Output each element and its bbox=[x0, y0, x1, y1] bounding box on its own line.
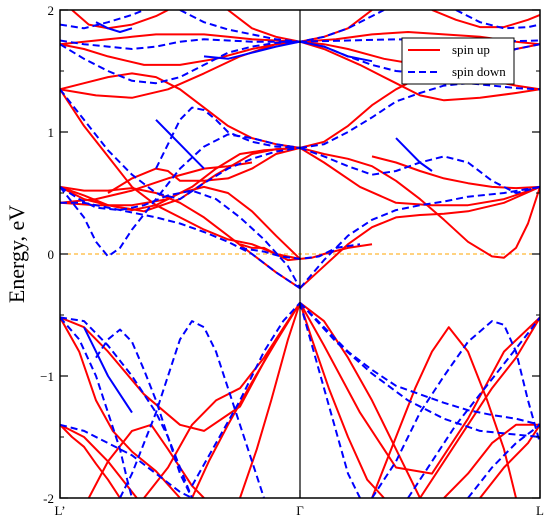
band-line-spin-up-0-30 bbox=[60, 33, 301, 46]
band-line-spin-down-1-18 bbox=[155, 106, 301, 170]
x-tick-label: L’ bbox=[54, 503, 65, 518]
y-axis-label: Energy, eV bbox=[4, 205, 29, 303]
band-line-spin-up-0-35 bbox=[431, 10, 540, 29]
band-line-spin-up-2-3 bbox=[203, 40, 301, 60]
band-line-spin-up-0-8 bbox=[299, 302, 385, 498]
band-line-spin-up-0-9 bbox=[299, 302, 421, 498]
band-line-spin-down-1-11 bbox=[467, 424, 540, 498]
y-tick-label: 2 bbox=[48, 3, 55, 18]
band-line-spin-up-0-6 bbox=[191, 302, 301, 498]
y-tick-label: 1 bbox=[48, 125, 55, 140]
ticks-layer: -2 −1 0 1 2 L’ Γ L bbox=[40, 3, 544, 518]
x-tick-label: L bbox=[536, 503, 544, 518]
band-line-spin-down-1-14 bbox=[60, 201, 301, 290]
band-line-spin-down-1-19 bbox=[299, 82, 540, 149]
band-line-spin-up-0-7 bbox=[239, 302, 301, 498]
band-line-spin-down-1-2 bbox=[95, 328, 193, 498]
band-line-spin-up-0-25 bbox=[60, 88, 301, 260]
bands-layer bbox=[60, 10, 540, 498]
band-line-spin-up-0-11 bbox=[419, 316, 540, 498]
band-line-spin-up-2-5 bbox=[95, 21, 133, 33]
band-line-spin-down-1-22 bbox=[60, 38, 300, 50]
band-line-spin-down-1-15 bbox=[299, 185, 540, 289]
band-line-spin-down-1-24 bbox=[60, 10, 145, 30]
band-line-spin-up-0-24 bbox=[299, 146, 540, 259]
band-line-spin-up-2-1 bbox=[395, 137, 433, 172]
band-line-spin-up-0-22 bbox=[60, 161, 253, 204]
band-line-spin-up-0-32 bbox=[60, 40, 301, 99]
band-line-spin-up-0-19 bbox=[107, 146, 301, 194]
band-line-spin-up-2-2 bbox=[83, 326, 133, 414]
band-line-spin-down-1-17 bbox=[60, 88, 301, 201]
band-line-spin-up-0-1 bbox=[60, 316, 181, 498]
band-line-spin-down-1-1 bbox=[60, 316, 133, 498]
band-line-spin-down-1-4 bbox=[60, 423, 193, 498]
band-line-spin-up-0-13 bbox=[479, 424, 540, 498]
band-line-spin-down-1-10 bbox=[407, 316, 540, 498]
band-line-spin-up-0-37 bbox=[60, 185, 301, 260]
band-line-spin-up-0-33 bbox=[299, 40, 540, 102]
y-tick-label: −1 bbox=[40, 369, 54, 384]
band-line-spin-down-1-6 bbox=[299, 302, 540, 426]
y-tick-label: 0 bbox=[48, 247, 55, 262]
band-line-spin-down-1-12 bbox=[60, 133, 301, 258]
band-line-spin-down-1-9 bbox=[371, 320, 540, 498]
y-tick-label: -2 bbox=[43, 491, 54, 506]
band-line-spin-up-2-4 bbox=[299, 40, 373, 63]
band-line-spin-down-1-27 bbox=[60, 186, 301, 289]
band-line-spin-up-0-15 bbox=[299, 147, 540, 207]
band-line-spin-down-1-8 bbox=[299, 302, 361, 498]
band-line-spin-down-1-26 bbox=[179, 10, 385, 43]
legend-label-spin-up: spin up bbox=[452, 42, 490, 57]
band-line-spin-up-0-28 bbox=[60, 40, 301, 66]
band-line-spin-up-2-0 bbox=[155, 119, 205, 170]
legend-box bbox=[401, 37, 515, 85]
band-line-spin-down-1-25 bbox=[455, 10, 540, 30]
legend: spin up spin down bbox=[401, 37, 515, 85]
band-line-spin-down-1-5 bbox=[191, 302, 301, 487]
band-line-spin-up-0-17 bbox=[299, 185, 540, 289]
band-line-spin-up-0-34 bbox=[71, 10, 169, 30]
band-line-spin-up-0-23 bbox=[371, 155, 540, 190]
band-line-spin-down-1-7 bbox=[299, 302, 540, 438]
band-line-spin-up-0-3 bbox=[60, 424, 121, 498]
legend-label-spin-down: spin down bbox=[452, 64, 506, 79]
band-line-spin-down-1-3 bbox=[119, 320, 265, 498]
band-line-spin-down-1-20 bbox=[60, 40, 301, 85]
x-tick-label: Γ bbox=[296, 503, 304, 518]
band-line-spin-up-0-12 bbox=[443, 423, 540, 498]
